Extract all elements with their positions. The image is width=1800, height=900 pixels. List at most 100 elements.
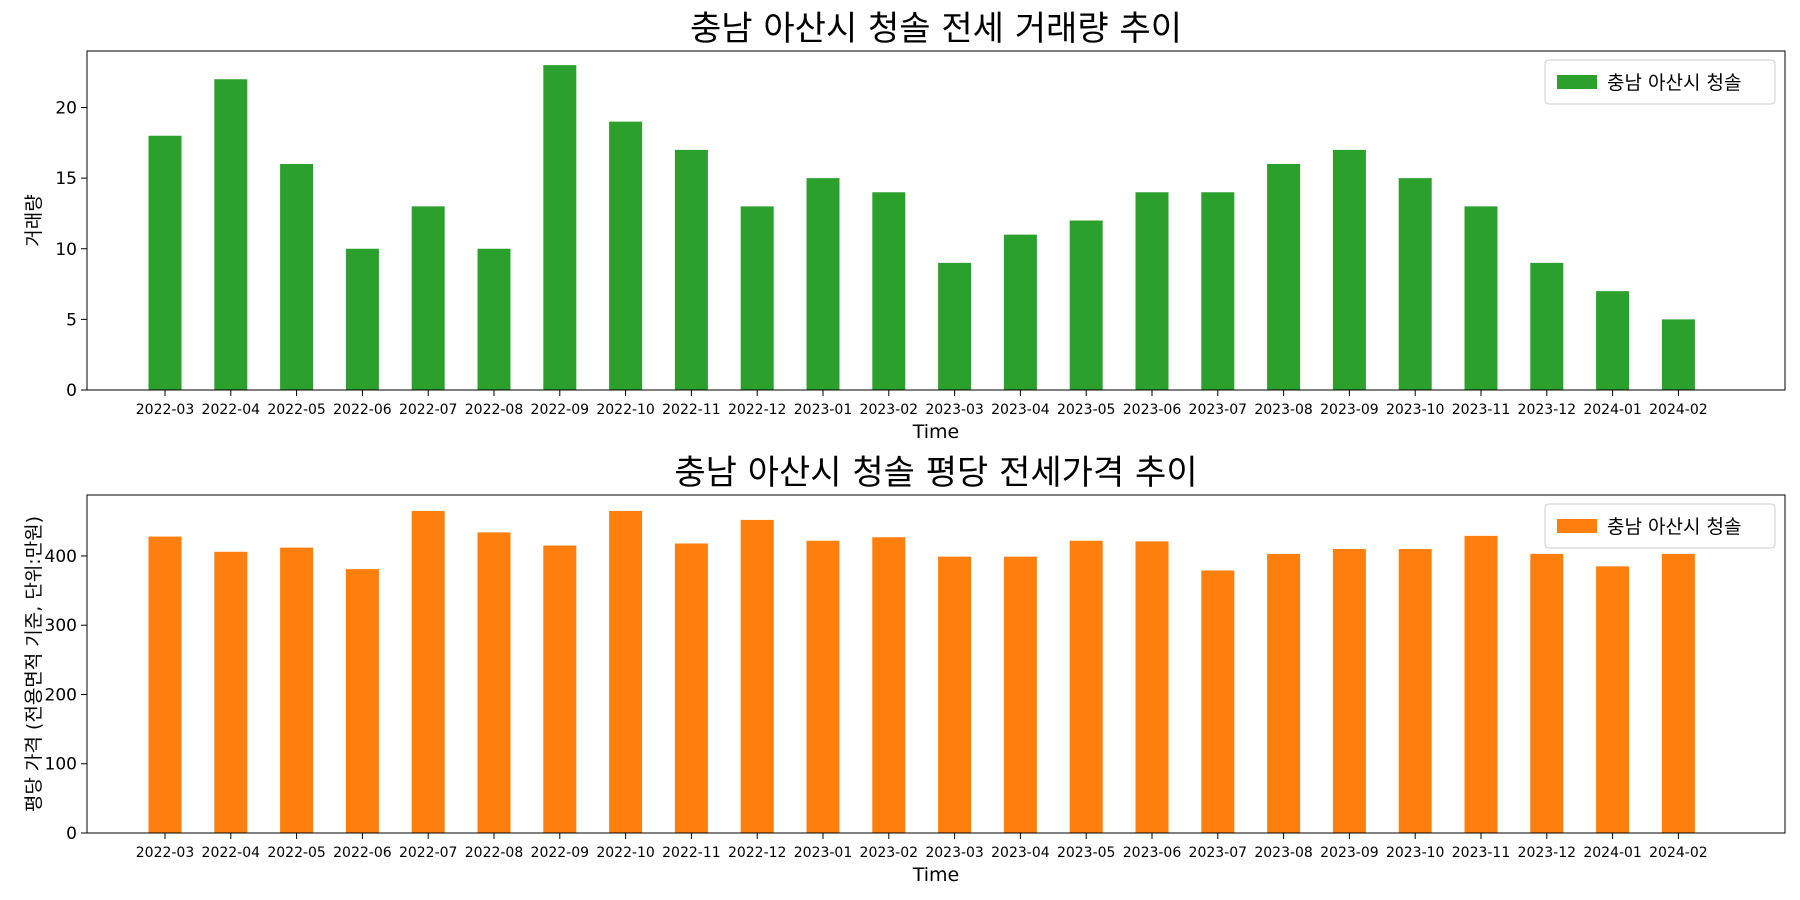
y-tick-label: 200 bbox=[45, 685, 77, 705]
bar-2024-02 bbox=[1661, 319, 1695, 390]
y-axis-label: 거래량 bbox=[23, 194, 45, 246]
x-tick-label: 2022-10 bbox=[596, 845, 655, 861]
x-tick-label: 2023-01 bbox=[794, 845, 853, 861]
x-tick-label: 2023-03 bbox=[925, 845, 984, 861]
x-tick-label: 2023-02 bbox=[860, 845, 919, 861]
bar-2023-05 bbox=[1069, 220, 1103, 390]
x-tick-label: 2022-03 bbox=[136, 845, 195, 861]
bar-2022-05 bbox=[280, 547, 314, 833]
y-tick-label: 5 bbox=[66, 310, 77, 330]
chart-title: 충남 아산시 청솔 전세 거래량 추이 bbox=[690, 9, 1182, 49]
legend: 충남 아산시 청솔 bbox=[1544, 503, 1776, 549]
legend-swatch bbox=[1557, 75, 1597, 89]
bar-2024-01 bbox=[1596, 566, 1630, 833]
bar-2022-04 bbox=[214, 79, 248, 390]
y-tick-label: 100 bbox=[45, 755, 77, 775]
x-tick-label: 2023-06 bbox=[1123, 845, 1182, 861]
x-tick-label: 2022-12 bbox=[728, 845, 787, 861]
x-tick-label: 2022-09 bbox=[531, 402, 590, 418]
bar-2022-06 bbox=[345, 569, 379, 833]
x-tick-label: 2023-09 bbox=[1320, 845, 1379, 861]
x-tick-label: 2024-02 bbox=[1649, 402, 1708, 418]
y-tick-label: 0 bbox=[66, 381, 77, 401]
bar-2023-09 bbox=[1332, 149, 1366, 390]
x-tick-label: 2022-11 bbox=[662, 845, 721, 861]
bar-2023-06 bbox=[1135, 192, 1169, 390]
bar-2023-07 bbox=[1201, 192, 1235, 390]
x-tick-label: 2022-12 bbox=[728, 402, 787, 418]
x-tick-label: 2023-06 bbox=[1123, 402, 1182, 418]
bar-2022-12 bbox=[740, 519, 774, 833]
bar-2023-06 bbox=[1135, 541, 1169, 833]
y-tick-label: 10 bbox=[55, 240, 77, 260]
chart-transaction-volume: 충남 아산시 청솔 전세 거래량 추이 0 5 10 15 20 2022-03 2022-0… bbox=[23, 9, 1786, 443]
bar-2022-09 bbox=[543, 65, 577, 390]
bar-2024-01 bbox=[1596, 291, 1630, 390]
bar-2022-11 bbox=[674, 149, 708, 390]
bar-2023-03 bbox=[938, 556, 972, 833]
y-tick-label: 15 bbox=[55, 169, 77, 189]
bar-2022-05 bbox=[280, 164, 314, 390]
y-tick-label: 300 bbox=[45, 616, 77, 636]
x-tick-label: 2022-06 bbox=[333, 402, 392, 418]
x-tick-label: 2023-07 bbox=[1189, 845, 1248, 861]
bar-2022-10 bbox=[609, 121, 643, 390]
legend-label: 충남 아산시 청솔 bbox=[1607, 516, 1741, 538]
chart-price-per-pyeong: 충남 아산시 청솔 평당 전세가격 추이 0 100 200 300 400 2022-03… bbox=[23, 453, 1786, 886]
x-tick-label: 2023-12 bbox=[1518, 845, 1577, 861]
legend-swatch bbox=[1557, 519, 1597, 533]
x-tick-label: 2023-02 bbox=[860, 402, 919, 418]
bar-2022-08 bbox=[477, 248, 511, 390]
x-tick-label: 2023-03 bbox=[925, 402, 984, 418]
x-tick-label: 2024-01 bbox=[1583, 402, 1642, 418]
plot-frame bbox=[86, 494, 1786, 834]
bar-2022-11 bbox=[674, 543, 708, 833]
bar-2023-08 bbox=[1267, 553, 1301, 833]
x-tick-label: 2022-05 bbox=[267, 402, 326, 418]
bar-2023-02 bbox=[872, 192, 906, 390]
x-tick-label: 2023-10 bbox=[1386, 845, 1445, 861]
x-tick-label: 2023-07 bbox=[1189, 402, 1248, 418]
chart-title: 충남 아산시 청솔 평당 전세가격 추이 bbox=[674, 453, 1197, 493]
bar-2023-11 bbox=[1464, 535, 1498, 833]
x-tick-label: 2023-08 bbox=[1254, 845, 1313, 861]
x-tick-label: 2023-08 bbox=[1254, 402, 1313, 418]
y-tick-label: 20 bbox=[55, 99, 77, 119]
bar-2023-02 bbox=[872, 537, 906, 833]
x-tick-label: 2023-11 bbox=[1452, 402, 1511, 418]
x-tick-label: 2022-07 bbox=[399, 402, 458, 418]
bar-2022-08 bbox=[477, 532, 511, 833]
bar-2022-12 bbox=[740, 206, 774, 390]
x-tick-label: 2022-04 bbox=[202, 402, 261, 418]
y-tick-label: 400 bbox=[45, 547, 77, 567]
x-tick-label: 2023-04 bbox=[991, 402, 1050, 418]
legend: 충남 아산시 청솔 bbox=[1544, 59, 1776, 105]
x-tick-label: 2022-04 bbox=[202, 845, 261, 861]
x-tick-label: 2022-05 bbox=[267, 845, 326, 861]
x-tick-label: 2023-01 bbox=[794, 402, 853, 418]
bar-2023-01 bbox=[806, 540, 840, 833]
bar-2023-04 bbox=[1003, 556, 1037, 833]
x-tick-label: 2022-10 bbox=[596, 402, 655, 418]
x-tick-label: 2022-03 bbox=[136, 402, 195, 418]
x-tick-label: 2023-04 bbox=[991, 845, 1050, 861]
bar-2022-06 bbox=[345, 248, 379, 390]
x-tick-label: 2024-02 bbox=[1649, 845, 1708, 861]
bar-2023-09 bbox=[1332, 549, 1366, 833]
y-tick-label: 0 bbox=[66, 824, 77, 844]
x-tick-label: 2022-08 bbox=[465, 845, 524, 861]
bar-2023-05 bbox=[1069, 540, 1103, 833]
bar-2023-01 bbox=[806, 178, 840, 390]
bar-2022-07 bbox=[411, 510, 445, 833]
bar-2022-04 bbox=[214, 551, 248, 833]
bar-2023-08 bbox=[1267, 164, 1301, 390]
x-axis-label: Time bbox=[912, 421, 960, 443]
x-tick-label: 2023-05 bbox=[1057, 845, 1116, 861]
x-tick-label: 2022-09 bbox=[531, 845, 590, 861]
legend-label: 충남 아산시 청솔 bbox=[1607, 72, 1741, 94]
x-tick-label: 2024-01 bbox=[1583, 845, 1642, 861]
x-tick-label: 2023-09 bbox=[1320, 402, 1379, 418]
plot-frame bbox=[86, 50, 1786, 391]
x-tick-label: 2022-07 bbox=[399, 845, 458, 861]
bar-2023-12 bbox=[1530, 262, 1564, 390]
